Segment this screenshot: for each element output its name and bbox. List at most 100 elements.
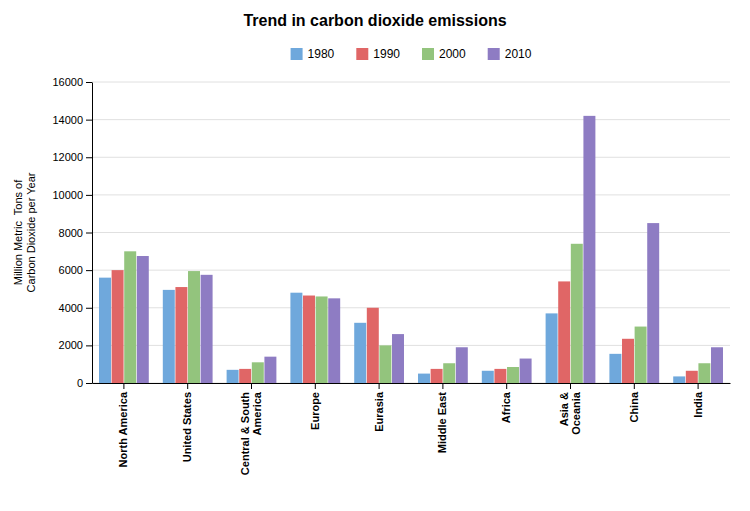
bar xyxy=(367,308,379,383)
y-axis-line xyxy=(92,83,93,384)
bar xyxy=(227,370,239,383)
y-tick: 2000 xyxy=(59,339,92,351)
legend-swatch xyxy=(356,48,368,60)
bar xyxy=(418,374,430,383)
bar xyxy=(379,345,391,383)
y-tick: 14000 xyxy=(52,114,92,126)
grid-line xyxy=(92,270,730,271)
x-tick-label-line: Eurasia xyxy=(373,391,385,432)
bar xyxy=(354,323,366,383)
y-tick-label: 16000 xyxy=(52,76,83,88)
bar xyxy=(456,347,468,383)
bar xyxy=(443,363,455,383)
bar xyxy=(482,371,494,383)
x-tick-mark xyxy=(442,383,443,389)
chart-title: Trend in carbon dioxide emissions xyxy=(243,12,506,29)
bar xyxy=(647,223,659,383)
y-tick: 4000 xyxy=(59,302,92,314)
bar-series xyxy=(112,270,698,383)
bar xyxy=(546,313,558,383)
x-tick: North America xyxy=(117,383,129,467)
x-tick: Middle East xyxy=(436,383,448,453)
bar xyxy=(635,327,647,383)
x-tick: Asia &Oceania xyxy=(558,383,582,435)
x-tick-label-line: Europe xyxy=(309,392,321,430)
legend-swatch xyxy=(291,48,303,60)
bar xyxy=(290,293,302,383)
bar-series xyxy=(99,278,685,383)
bar-series xyxy=(137,116,723,383)
y-tick-mark xyxy=(86,383,92,384)
grid-line xyxy=(92,157,730,158)
y-tick: 0 xyxy=(77,377,92,389)
legend-item: 2010 xyxy=(488,47,532,61)
x-tick-mark xyxy=(187,383,188,389)
y-tick: 8000 xyxy=(59,227,92,239)
y-tick-mark xyxy=(86,82,92,83)
x-tick-label-line: China xyxy=(628,391,640,422)
x-tick: United States xyxy=(181,383,193,462)
grid-line xyxy=(92,82,730,83)
grid-line xyxy=(92,119,730,120)
grid xyxy=(92,82,730,383)
y-tick-mark xyxy=(86,233,92,234)
x-tick-label-line: Africa xyxy=(500,391,512,423)
bar xyxy=(583,116,595,383)
x-tick-mark xyxy=(634,383,635,389)
bar xyxy=(124,251,136,383)
y-tick-label: 0 xyxy=(77,377,83,389)
y-tick-mark xyxy=(86,270,92,271)
legend-swatch xyxy=(422,48,434,60)
x-tick-label: Middle East xyxy=(436,392,448,453)
legend-item: 2000 xyxy=(422,47,466,61)
bars xyxy=(99,116,723,383)
y-axis-title: Million Metric Tons ofCarbon Dioxide per… xyxy=(12,172,37,292)
x-tick-label-line: Oceania xyxy=(570,391,582,435)
x-tick-mark xyxy=(315,383,316,389)
bar xyxy=(520,359,532,383)
bar xyxy=(711,347,723,383)
bar xyxy=(328,298,340,383)
x-tick-label: Eurasia xyxy=(373,391,385,432)
bar xyxy=(112,270,124,383)
x-tick-mark xyxy=(570,383,571,389)
bar xyxy=(698,363,710,383)
x-tick: China xyxy=(628,383,640,423)
legend-label: 1980 xyxy=(308,47,335,61)
y-tick-label: 2000 xyxy=(59,339,83,351)
bar xyxy=(175,287,187,383)
legend-item: 1980 xyxy=(291,47,335,61)
bar xyxy=(264,357,276,383)
x-tick-label: Europe xyxy=(309,392,321,430)
bar xyxy=(494,369,506,383)
bar xyxy=(252,362,264,383)
bar xyxy=(686,371,698,383)
chart-svg: 0200040006000800010000120001400016000Nor… xyxy=(0,0,750,511)
x-tick: Europe xyxy=(309,383,321,430)
x-tick-label: India xyxy=(692,391,704,418)
bar xyxy=(392,334,404,383)
x-tick-label: Asia &Oceania xyxy=(558,391,582,435)
y-tick-label: 12000 xyxy=(52,151,83,163)
y-tick: 6000 xyxy=(59,264,92,276)
x-tick: Eurasia xyxy=(373,383,385,432)
grid-line xyxy=(92,194,730,195)
x-tick-label: North America xyxy=(117,391,129,467)
bar xyxy=(303,296,315,383)
x-axis: North America United States Central & Sout… xyxy=(93,383,731,475)
bar xyxy=(609,354,621,383)
y-tick: 12000 xyxy=(52,151,92,163)
bar xyxy=(99,278,111,383)
bar xyxy=(507,367,519,383)
bar xyxy=(316,296,328,383)
grid-line xyxy=(92,232,730,233)
x-tick-label-line: India xyxy=(692,391,704,418)
legend: 1980199020002010 xyxy=(291,47,532,61)
x-tick: India xyxy=(692,383,704,418)
x-tick-label-line: Middle East xyxy=(436,392,448,453)
legend-swatch xyxy=(488,48,500,60)
x-tick-mark xyxy=(698,383,699,389)
bar xyxy=(188,271,200,383)
bar-series xyxy=(124,244,710,383)
x-tick-label-line: Central & South xyxy=(239,392,251,475)
